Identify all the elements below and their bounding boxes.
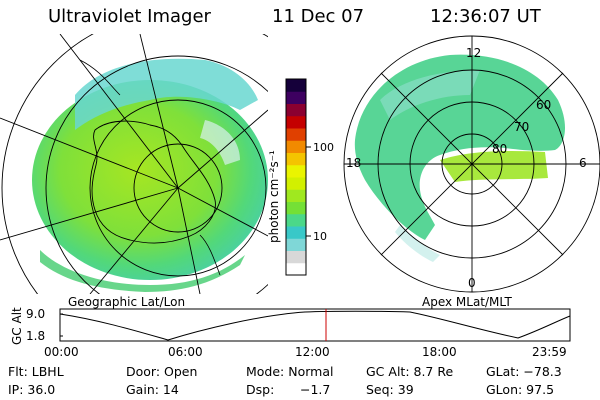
status-glon: GLon: 97.5 xyxy=(486,382,555,397)
colorbar-segment xyxy=(286,91,306,104)
alt-ytick-label-1.8: 1.8 xyxy=(26,329,46,343)
colorbar-segment xyxy=(286,79,306,92)
colorbar-segment xyxy=(286,238,306,251)
alt-xtick-06: 06:00 xyxy=(168,345,203,359)
colorbar-segment xyxy=(286,213,306,227)
mlat-label-60: 60 xyxy=(536,98,552,112)
status-gc-alt: GC Alt: 8.7 Re xyxy=(366,364,454,379)
alt-ylabel: GC Alt xyxy=(10,307,24,345)
status-mode: Mode: Normal xyxy=(246,364,334,379)
colorbar-segment xyxy=(286,262,306,276)
status-dsp-label: Dsp: xyxy=(246,382,275,397)
observation-time: 12:36:07 UT xyxy=(430,6,541,27)
alt-xtick-2359: 23:59 xyxy=(532,345,567,359)
mlat-label-70: 70 xyxy=(514,120,530,134)
altitude-plot-frame xyxy=(59,308,571,342)
colorbar-segment xyxy=(286,128,306,141)
status-seq: Seq: 39 xyxy=(366,382,414,397)
altitude-curve xyxy=(59,310,571,341)
colorbar-segment xyxy=(286,226,306,239)
colorbar-label-100: 100 xyxy=(313,141,334,154)
left-panel-label: Geographic Lat/Lon xyxy=(68,295,186,309)
right-panel-label: Apex MLat/MLT xyxy=(422,295,512,309)
colorbar-segment xyxy=(286,250,306,264)
observation-date: 11 Dec 07 xyxy=(272,6,365,27)
geographic-image xyxy=(0,34,268,294)
colorbar-segment xyxy=(286,164,306,178)
colorbar-segment xyxy=(286,177,306,190)
status-gain: Gain: 14 xyxy=(126,382,179,397)
colorbar-segment xyxy=(286,201,306,215)
status-ip: IP: 36.0 xyxy=(8,382,56,397)
status-dsp-value: −1.7 xyxy=(300,382,331,397)
status-glat: GLat: −78.3 xyxy=(486,364,562,379)
colorbar-segment xyxy=(286,103,306,117)
mlat-label-80: 80 xyxy=(492,142,508,156)
instrument-title: Ultraviolet Imager xyxy=(48,6,211,27)
mlt-label-6: 6 xyxy=(579,156,587,170)
status-filter: Flt: LBHL xyxy=(8,364,64,379)
colorbar-segment xyxy=(286,189,306,202)
apex-image xyxy=(343,35,600,293)
alt-xtick-12: 12:00 xyxy=(295,345,330,359)
mlt-label-18: 18 xyxy=(346,156,362,170)
colorbar-frame xyxy=(285,78,307,276)
mlt-label-12: 12 xyxy=(466,46,482,60)
mlt-label-0: 0 xyxy=(468,276,476,290)
alt-xtick-00: 00:00 xyxy=(44,345,79,359)
colorbar-label-10: 10 xyxy=(313,230,327,243)
colorbar-title: photon cm⁻²s⁻¹ xyxy=(267,150,281,243)
colorbar-segment xyxy=(286,152,306,166)
alt-ytick-label-9: 9.0 xyxy=(26,307,46,321)
colorbar xyxy=(286,79,306,276)
colorbar-segment xyxy=(286,115,306,129)
colorbar-segment xyxy=(286,140,306,153)
status-door: Door: Open xyxy=(126,364,198,379)
alt-xtick-18: 18:00 xyxy=(422,345,457,359)
